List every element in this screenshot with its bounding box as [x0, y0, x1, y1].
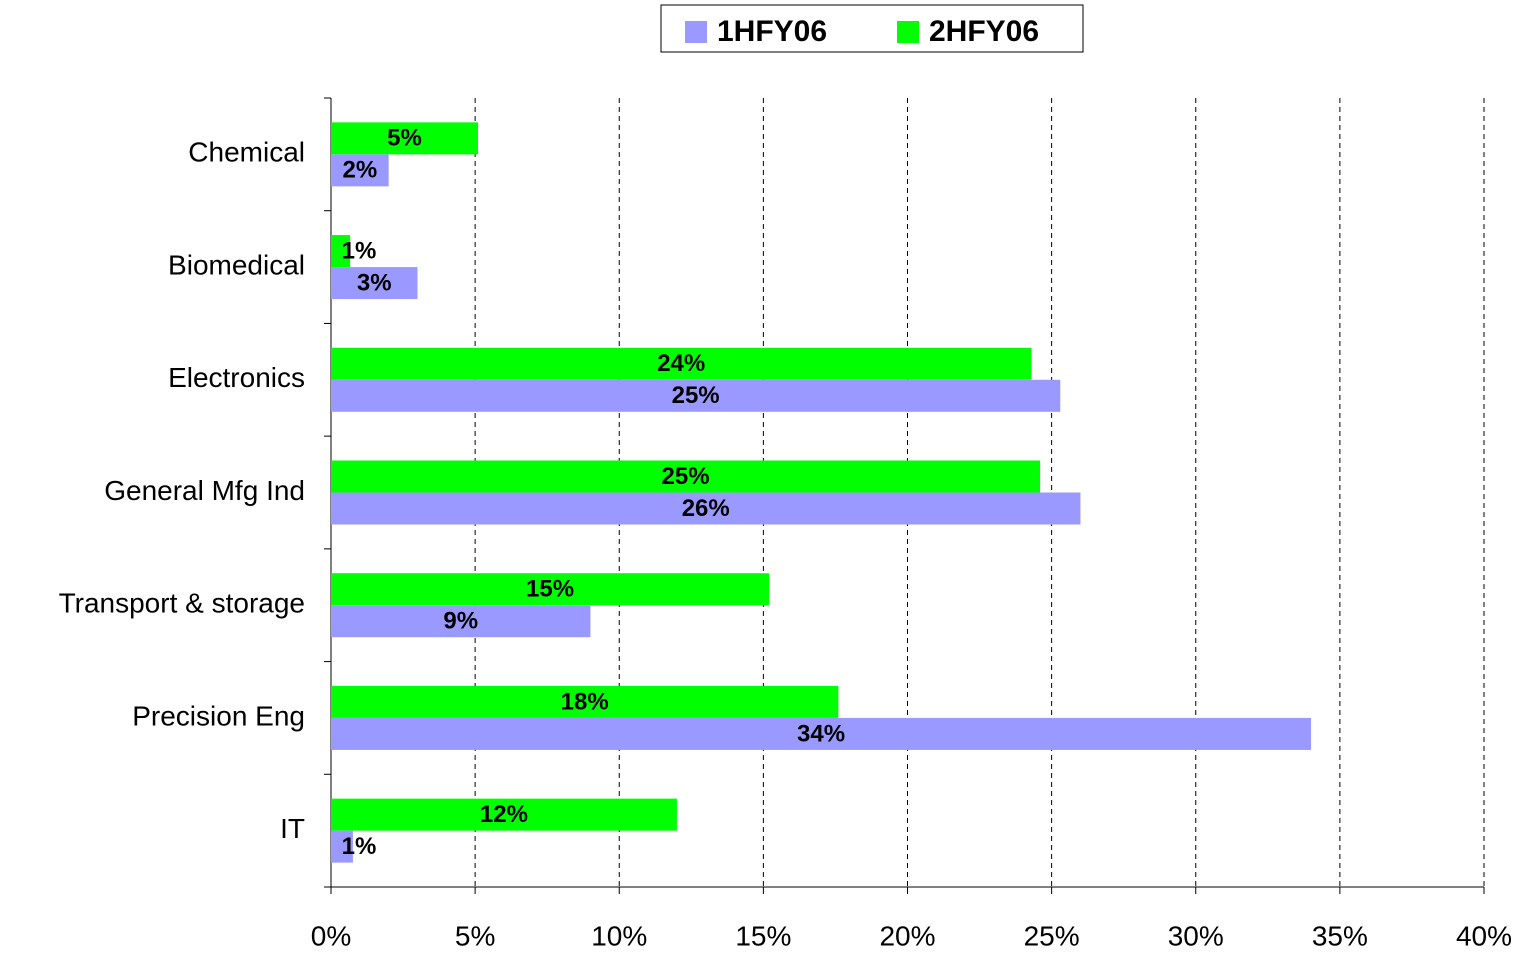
- bar: [331, 235, 351, 268]
- value-label: 18%: [561, 688, 609, 715]
- value-label: 26%: [682, 495, 730, 522]
- x-tick-label: 40%: [1456, 920, 1512, 951]
- y-tick-label: Electronics: [168, 362, 305, 393]
- x-tick-label: 5%: [455, 920, 495, 951]
- x-tick-label: 20%: [879, 920, 935, 951]
- y-tick-label: Precision Eng: [132, 700, 305, 731]
- x-tick-label: 15%: [735, 920, 791, 951]
- value-label: 12%: [480, 801, 528, 828]
- bar: [331, 460, 1041, 493]
- bar: [331, 798, 677, 831]
- legend-label: 2HFY06: [929, 15, 1039, 48]
- x-tick-label: 10%: [591, 920, 647, 951]
- value-label: 1%: [342, 237, 377, 264]
- y-tick-label: Transport & storage: [59, 588, 305, 619]
- bar: [331, 717, 1312, 750]
- y-tick-label: General Mfg Ind: [104, 475, 305, 506]
- bar: [331, 154, 389, 187]
- bar: [331, 347, 1032, 380]
- bar: [331, 492, 1081, 525]
- bar: [331, 267, 418, 300]
- bar: [331, 830, 353, 863]
- legend-box: [660, 4, 1084, 53]
- value-label: 1%: [342, 833, 377, 860]
- value-label: 15%: [526, 576, 574, 603]
- value-label: 24%: [657, 350, 705, 377]
- legend-swatch: [897, 21, 919, 43]
- value-label: 25%: [672, 382, 720, 409]
- legend-label: 1HFY06: [717, 15, 827, 48]
- value-label: 34%: [797, 720, 845, 747]
- value-label: 2%: [342, 157, 377, 184]
- x-tick-label: 25%: [1024, 920, 1080, 951]
- value-label: 5%: [387, 125, 422, 152]
- value-label: 25%: [662, 463, 710, 490]
- x-tick-label: 0%: [311, 920, 351, 951]
- bar: [331, 573, 770, 606]
- y-tick-label: Biomedical: [168, 249, 305, 280]
- bar: [331, 605, 591, 638]
- bar: [331, 685, 839, 718]
- value-label: 3%: [357, 269, 392, 296]
- y-tick-label: Chemical: [188, 137, 305, 168]
- bar: [331, 122, 479, 155]
- y-tick-label: IT: [280, 813, 305, 844]
- bar: [331, 379, 1061, 412]
- legend-swatch: [685, 21, 707, 43]
- value-label: 9%: [443, 608, 478, 635]
- x-tick-label: 30%: [1168, 920, 1224, 951]
- x-tick-label: 35%: [1312, 920, 1368, 951]
